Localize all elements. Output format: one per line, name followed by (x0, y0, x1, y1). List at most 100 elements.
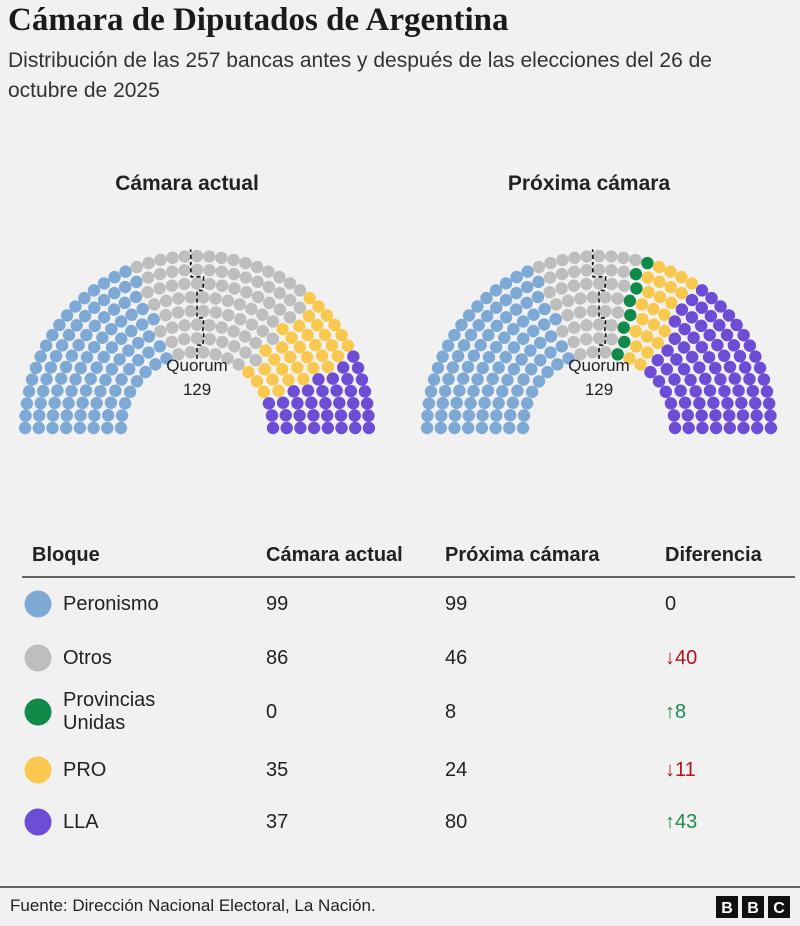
seat (451, 349, 465, 363)
seat (203, 319, 216, 332)
seat (80, 328, 93, 342)
seat (362, 421, 376, 435)
seat (60, 409, 73, 422)
seat (442, 372, 455, 386)
seat (699, 372, 712, 386)
seat (482, 328, 495, 342)
seat (623, 294, 637, 308)
seat (334, 409, 348, 422)
table-cell: 37 (266, 811, 289, 833)
legend-swatch (24, 756, 52, 784)
logo-box (716, 896, 738, 918)
seat (262, 265, 275, 278)
seat (749, 397, 762, 410)
seat (750, 409, 763, 422)
seat (525, 385, 539, 399)
seat (239, 271, 253, 284)
table-cell: ↓40 (665, 647, 698, 669)
seat (568, 321, 581, 334)
logo-letter: B (747, 900, 759, 917)
table-cell: 24 (445, 759, 468, 781)
seat (556, 325, 569, 338)
seat (147, 313, 160, 326)
seat (667, 409, 681, 422)
seat (617, 251, 630, 265)
seat (677, 363, 691, 376)
seat (675, 270, 688, 284)
seat (136, 302, 149, 316)
seat (283, 311, 297, 324)
seat (215, 265, 228, 278)
seat (109, 384, 122, 397)
seat (59, 421, 73, 435)
seat (101, 421, 114, 435)
seat (475, 421, 489, 435)
seat (90, 361, 103, 374)
seat (687, 331, 700, 344)
seat (105, 322, 118, 336)
seat (652, 375, 666, 388)
seat (685, 277, 699, 290)
seat (341, 372, 354, 386)
seat (661, 344, 674, 357)
seat (362, 409, 375, 422)
table-header: Diferencia (665, 544, 762, 566)
seat (297, 372, 310, 386)
seat (427, 373, 441, 386)
seat (287, 385, 300, 398)
seat (467, 349, 481, 362)
table-header: Bloque (32, 544, 100, 566)
seat (524, 344, 537, 357)
seat (215, 321, 228, 334)
seat (153, 340, 166, 353)
seat (325, 339, 339, 352)
seat (276, 322, 289, 336)
seat (717, 349, 731, 362)
seat (703, 328, 716, 342)
seat (424, 385, 438, 398)
seat (457, 372, 470, 385)
seat (335, 328, 348, 342)
seat (249, 354, 262, 367)
seat (34, 397, 47, 410)
seat (647, 318, 661, 331)
seat (478, 396, 491, 410)
seat (677, 341, 691, 354)
seat (764, 421, 778, 435)
seat (203, 333, 216, 346)
logo-box (742, 896, 764, 918)
seat (709, 409, 722, 422)
seat (660, 363, 673, 376)
seat (203, 264, 216, 277)
seat (685, 311, 699, 324)
seat (55, 372, 68, 385)
seat (464, 328, 478, 342)
seat (149, 358, 162, 371)
logo-letter: B (721, 900, 733, 917)
seat (154, 253, 167, 267)
seat (506, 396, 520, 409)
seat (611, 348, 624, 361)
party-seats (611, 256, 654, 361)
seat (125, 324, 138, 338)
seat (573, 306, 587, 319)
seat (36, 384, 50, 398)
seat (119, 265, 132, 278)
seat (496, 385, 509, 398)
seat (480, 309, 494, 323)
seat (732, 384, 745, 397)
seat (227, 253, 240, 267)
seat (664, 265, 677, 278)
seat (561, 308, 574, 322)
party-seats (242, 291, 355, 399)
seat (567, 279, 581, 292)
seat (532, 260, 546, 274)
seat (331, 349, 345, 363)
seat (184, 291, 197, 304)
seat (233, 298, 246, 311)
seat (636, 313, 649, 326)
seat (65, 349, 79, 362)
seat (521, 265, 534, 278)
seat (311, 319, 324, 332)
